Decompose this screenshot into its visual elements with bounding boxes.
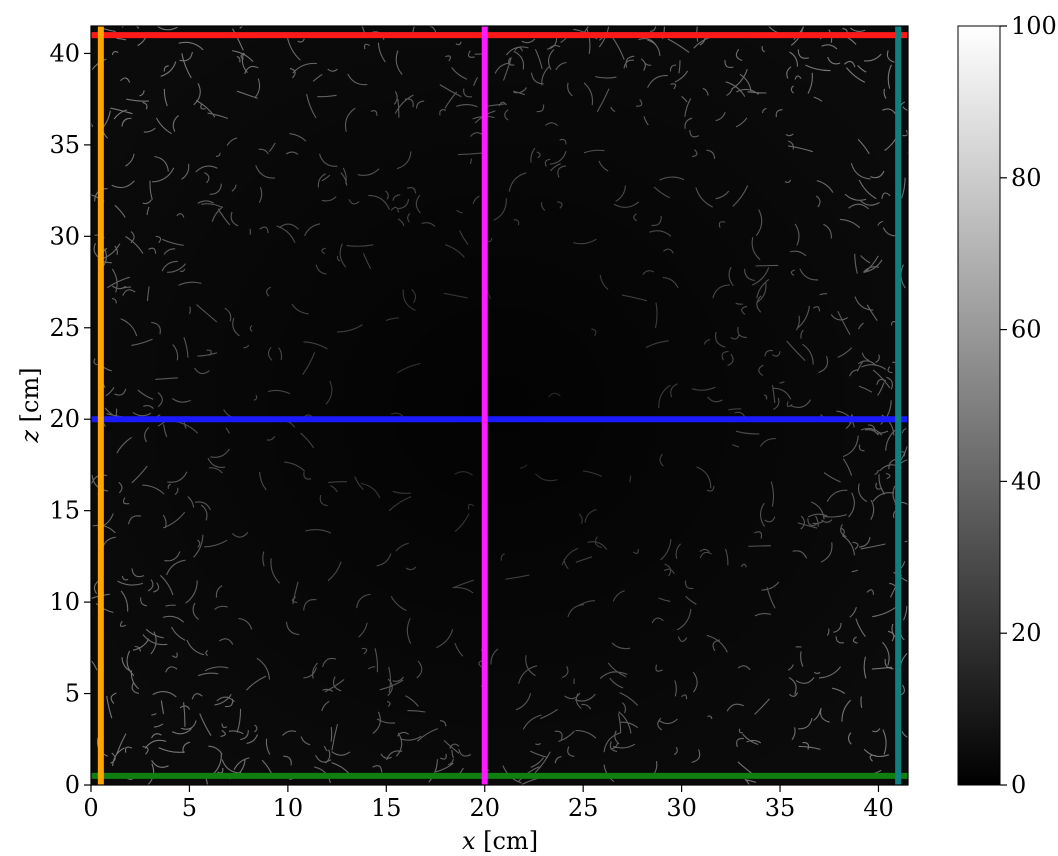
- y-axis-ticks: 0 5 10 15 20 25 30 35 40: [49, 39, 91, 799]
- colorbar-tick-label: 80: [1011, 164, 1042, 192]
- colorbar-tick-label: 20: [1011, 619, 1042, 647]
- x-tick-label: 20: [469, 794, 500, 822]
- colorbar-tick-label: 60: [1011, 316, 1042, 344]
- y-tick-label: 0: [65, 771, 80, 799]
- plot-frame: [90, 25, 909, 786]
- colorbar-tick-label: 40: [1011, 467, 1042, 495]
- y-axis-label: z [cm]: [16, 367, 44, 443]
- x-tick-label: 25: [568, 794, 599, 822]
- x-tick-label: 5: [182, 794, 197, 822]
- x-axis-label: x [cm]: [462, 827, 538, 855]
- colorbar-tick-label: 100: [1011, 12, 1057, 40]
- colorbar-gradient: [957, 25, 1001, 786]
- colorbar-tick-label: 0: [1011, 771, 1026, 799]
- colorbar-ticks: 0 20 40 60 80 100: [1000, 12, 1057, 799]
- x-tick-label: 15: [371, 794, 402, 822]
- y-tick-label: 35: [49, 131, 80, 159]
- x-tick-label: 10: [273, 794, 304, 822]
- x-tick-label: 40: [863, 794, 894, 822]
- y-tick-label: 40: [49, 39, 80, 67]
- y-tick-label: 15: [49, 497, 80, 525]
- x-tick-label: 35: [765, 794, 796, 822]
- x-tick-label: 0: [83, 794, 98, 822]
- heatmap-area: [91, 26, 908, 785]
- x-axis-ticks: 0 5 10 15 20 25 30 35 40: [83, 785, 894, 822]
- center-dark-region: [91, 26, 908, 785]
- overlay-lines: [91, 26, 908, 785]
- y-tick-label: 5: [65, 680, 80, 708]
- y-tick-label: 25: [49, 314, 80, 342]
- y-tick-label: 20: [49, 405, 80, 433]
- colorbar: 0 20 40 60 80 100: [957, 12, 1057, 799]
- x-tick-label: 30: [666, 794, 697, 822]
- y-tick-label: 10: [49, 588, 80, 616]
- y-tick-label: 30: [49, 222, 80, 250]
